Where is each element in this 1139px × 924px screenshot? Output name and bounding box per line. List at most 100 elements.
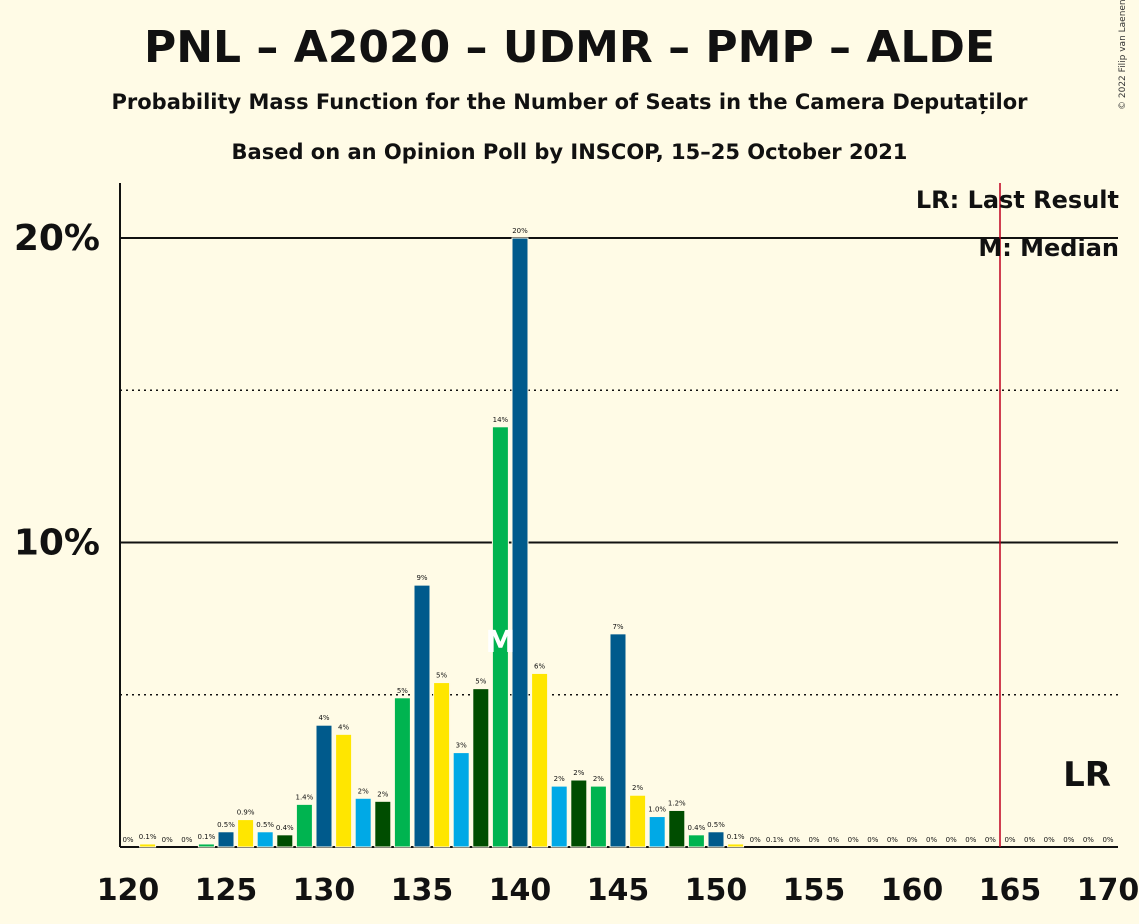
x-tick-label: 120 bbox=[97, 873, 160, 908]
bar-value-label: 0.1% bbox=[727, 833, 745, 841]
bar bbox=[452, 752, 470, 848]
bar-value-label: 0% bbox=[965, 836, 976, 844]
x-tick-label: 135 bbox=[391, 873, 454, 908]
bar-value-label: 0% bbox=[789, 836, 800, 844]
last-result-marker: LR bbox=[1063, 755, 1111, 795]
bar bbox=[570, 779, 588, 848]
bar bbox=[413, 584, 431, 848]
bar-value-label: 0% bbox=[1102, 836, 1113, 844]
bar bbox=[433, 682, 451, 848]
bar-value-label: 0% bbox=[1044, 836, 1055, 844]
bar-value-label: 0% bbox=[906, 836, 917, 844]
bar-value-label: 0% bbox=[867, 836, 878, 844]
bar-value-label: 14% bbox=[493, 416, 509, 424]
bar-value-label: 2% bbox=[377, 790, 388, 798]
x-tick-label: 145 bbox=[587, 873, 650, 908]
bar-value-label: 0% bbox=[985, 836, 996, 844]
x-tick-label: 130 bbox=[293, 873, 356, 908]
bar-value-label: 4% bbox=[338, 723, 349, 731]
bar-value-label: 0% bbox=[848, 836, 859, 844]
bar-value-label: 1.2% bbox=[668, 799, 686, 807]
x-tick-label: 140 bbox=[489, 873, 552, 908]
x-tick-label: 155 bbox=[783, 873, 846, 908]
bar bbox=[217, 831, 235, 848]
bar bbox=[354, 797, 372, 848]
bar-value-label: 0% bbox=[1004, 836, 1015, 844]
bar bbox=[237, 819, 255, 848]
bar-value-label: 9% bbox=[416, 574, 427, 582]
bar-value-label: 20% bbox=[512, 227, 528, 235]
median-marker: M bbox=[485, 625, 515, 660]
bar bbox=[707, 831, 725, 848]
y-tick-label: 20% bbox=[14, 218, 100, 259]
chart-subtitle: Probability Mass Function for the Number… bbox=[111, 90, 1028, 114]
bar bbox=[139, 843, 157, 848]
bar-value-label: 2% bbox=[358, 787, 369, 795]
legend-last-result: LR: Last Result bbox=[915, 186, 1119, 214]
bar bbox=[315, 724, 333, 848]
bar bbox=[687, 834, 705, 848]
bar bbox=[531, 672, 549, 848]
bar-value-label: 0.1% bbox=[139, 833, 157, 841]
chart-source-line: Based on an Opinion Poll by INSCOP, 15–2… bbox=[231, 140, 908, 164]
bar bbox=[256, 831, 274, 848]
bar bbox=[491, 426, 509, 848]
bar bbox=[550, 785, 568, 848]
bar-value-label: 6% bbox=[534, 662, 545, 670]
bar-value-label: 0% bbox=[162, 836, 173, 844]
bar-value-label: 3% bbox=[456, 742, 467, 750]
bar-value-label: 5% bbox=[397, 687, 408, 695]
bar-value-label: 0.4% bbox=[688, 824, 706, 832]
bar-value-label: 1.0% bbox=[648, 806, 666, 814]
chart-title: PNL – A2020 – UDMR – PMP – ALDE bbox=[143, 22, 996, 73]
bar-value-label: 5% bbox=[475, 678, 486, 686]
bar-value-label: 0.9% bbox=[237, 809, 255, 817]
bar-value-label: 2% bbox=[632, 784, 643, 792]
bar bbox=[668, 809, 686, 848]
bar bbox=[511, 237, 529, 848]
bar-value-label: 7% bbox=[612, 623, 623, 631]
bar-value-label: 0% bbox=[1024, 836, 1035, 844]
bar bbox=[589, 785, 607, 848]
bar-value-label: 0% bbox=[1083, 836, 1094, 844]
x-tick-label: 160 bbox=[881, 873, 944, 908]
bar-value-label: 0.1% bbox=[766, 836, 784, 844]
bar bbox=[472, 688, 490, 848]
y-tick-label: 10% bbox=[14, 523, 100, 564]
bar bbox=[629, 794, 647, 848]
bar bbox=[197, 843, 215, 848]
bar-value-label: 0% bbox=[808, 836, 819, 844]
bar-value-label: 2% bbox=[554, 775, 565, 783]
bar-value-label: 0% bbox=[887, 836, 898, 844]
bar bbox=[295, 803, 313, 848]
bar-value-label: 0.1% bbox=[198, 833, 216, 841]
bar-value-label: 0% bbox=[828, 836, 839, 844]
bar-value-label: 0% bbox=[750, 836, 761, 844]
bar-value-label: 0.5% bbox=[707, 821, 725, 829]
bar bbox=[727, 843, 745, 848]
x-tick-label: 170 bbox=[1077, 873, 1139, 908]
bar-value-label: 0.5% bbox=[217, 821, 235, 829]
legend-median: M: Median bbox=[978, 234, 1119, 262]
bar bbox=[335, 733, 353, 848]
x-tick-label: 165 bbox=[979, 873, 1042, 908]
bar-value-label: 0% bbox=[122, 836, 133, 844]
bar-value-label: 0% bbox=[1063, 836, 1074, 844]
bar bbox=[609, 633, 627, 848]
bar bbox=[393, 697, 411, 848]
bar bbox=[648, 816, 666, 848]
bar-value-label: 1.4% bbox=[296, 793, 314, 801]
x-tick-label: 125 bbox=[195, 873, 258, 908]
bar-value-label: 2% bbox=[593, 775, 604, 783]
bar-value-label: 0.4% bbox=[276, 824, 294, 832]
x-tick-label: 150 bbox=[685, 873, 748, 908]
bar-value-label: 0% bbox=[926, 836, 937, 844]
bar-value-label: 4% bbox=[318, 714, 329, 722]
bar bbox=[374, 800, 392, 848]
bar-value-label: 0% bbox=[946, 836, 957, 844]
bar bbox=[276, 834, 294, 848]
bar-value-label: 0.5% bbox=[256, 821, 274, 829]
bar-value-label: 0% bbox=[181, 836, 192, 844]
bar-value-label: 2% bbox=[573, 769, 584, 777]
